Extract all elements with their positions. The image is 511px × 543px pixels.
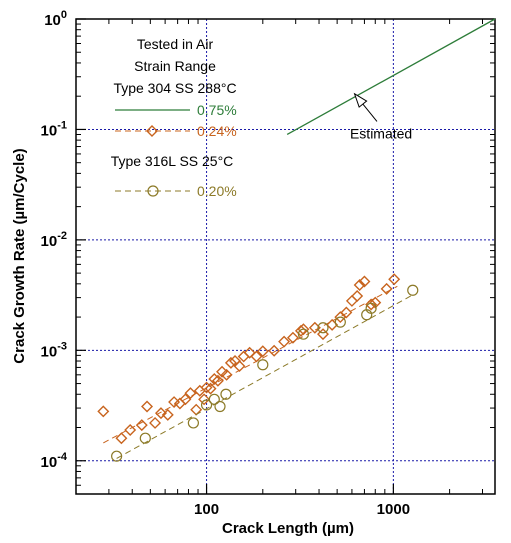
diamond-point [250, 350, 263, 363]
x-tick-label: 1000 [377, 501, 410, 518]
diamond-point [190, 403, 203, 416]
y-tick-label: 10-4 [41, 451, 68, 471]
diamond-point [353, 279, 366, 292]
circle-point [317, 322, 329, 334]
diamond-point [211, 374, 224, 387]
legend-label-020: 0.20% [197, 183, 237, 199]
y-axis-title: Crack Growth Rate (µm/Cycle) [11, 148, 28, 363]
legend-subtitle: Type 316L SS 25°C [111, 153, 234, 169]
diamond-point [365, 298, 378, 311]
diamond-point [286, 331, 299, 344]
series-layer [97, 18, 496, 462]
circle-point [365, 302, 377, 314]
diamond-point [256, 345, 269, 358]
circle-point [297, 328, 310, 340]
fit-line-diamond [103, 285, 398, 444]
diamond-point [345, 294, 358, 307]
diamond-point [204, 382, 217, 395]
legend-marker-diamond [146, 125, 158, 137]
diamond-point [380, 282, 393, 295]
annotation-label: Estimated [350, 125, 412, 141]
diamond-point [161, 408, 174, 421]
diamond-point [388, 273, 401, 286]
x-axis-title: Crack Length (µm) [222, 520, 354, 537]
diamond-point [97, 405, 110, 418]
circle-point [200, 399, 213, 411]
diamond-point [351, 290, 364, 303]
diamond-point [200, 381, 213, 394]
diamond-point [224, 356, 237, 369]
legend: Tested in Air Strain Range Type 304 SS 288… [111, 36, 237, 199]
circle-point [208, 393, 220, 405]
grid-lines [76, 19, 495, 494]
diamond-point [124, 423, 137, 436]
circle-point [257, 359, 269, 371]
circle-point [111, 450, 123, 462]
diamond-point [268, 344, 281, 357]
legend-label-024: 0.24% [197, 123, 237, 139]
diamond-point [179, 393, 192, 406]
diamond-point [198, 393, 211, 406]
x-axis-ticks: 100 1000 [75, 19, 483, 518]
diamond-point [317, 328, 329, 341]
circle-point [187, 417, 199, 429]
diamond-point [278, 335, 291, 348]
diamond-point [233, 360, 246, 373]
circle-point [214, 400, 226, 413]
diamond-point [340, 306, 353, 319]
circle-point [139, 432, 151, 444]
diamond-point [358, 275, 371, 288]
diamond-point [297, 323, 310, 336]
diamond-point [184, 387, 197, 400]
legend-title-line: Type 304 SS 288°C [113, 80, 236, 96]
y-tick-label: 10-3 [41, 340, 67, 360]
legend-marker-circle [147, 185, 159, 197]
diamond-point [237, 350, 250, 363]
y-tick-label: 100 [44, 9, 67, 29]
y-tick-label: 10-1 [41, 119, 67, 139]
diamond-point [216, 365, 229, 378]
annotation-layer: Estimated [350, 92, 412, 141]
legend-label-075: 0.75% [197, 102, 237, 118]
circle-point [334, 316, 346, 328]
series-line-075 [286, 18, 496, 136]
diamond-point [154, 407, 167, 420]
diamond-point [149, 416, 162, 429]
x-tick-label: 100 [194, 501, 219, 518]
fit-line-circle [116, 294, 414, 459]
diamond-point [115, 432, 128, 445]
diamond-point [369, 296, 382, 309]
diamond-point [220, 368, 233, 381]
annotation-arrow-head [353, 92, 368, 108]
y-tick-label: 10-2 [41, 230, 67, 250]
y-axis-ticks: 10-4 10-3 10-2 10-1 100 [41, 9, 495, 495]
diamond-point [135, 419, 148, 432]
circle-point [407, 284, 419, 296]
diamond-point [243, 346, 256, 359]
legend-title-line: Strain Range [134, 58, 216, 74]
diamond-point [208, 373, 221, 385]
diamond-point [141, 400, 154, 413]
legend-title-line: Tested in Air [137, 36, 214, 52]
circle-point [220, 388, 232, 400]
